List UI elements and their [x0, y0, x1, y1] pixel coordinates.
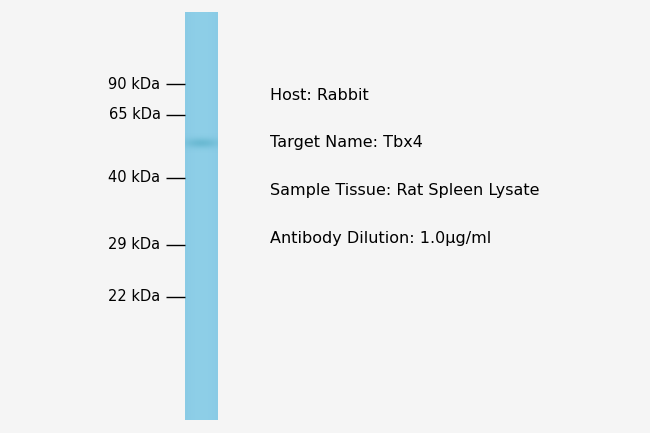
Bar	[185, 13, 218, 420]
Text: Target Name: Tbx4: Target Name: Tbx4	[270, 136, 422, 150]
Text: 22 kDa: 22 kDa	[109, 289, 161, 304]
Text: 65 kDa: 65 kDa	[109, 107, 161, 122]
Text: Host: Rabbit: Host: Rabbit	[270, 88, 369, 103]
Text: Sample Tissue: Rat Spleen Lysate: Sample Tissue: Rat Spleen Lysate	[270, 183, 540, 198]
Text: 90 kDa: 90 kDa	[109, 77, 161, 92]
Text: Antibody Dilution: 1.0µg/ml: Antibody Dilution: 1.0µg/ml	[270, 231, 491, 246]
Text: 40 kDa: 40 kDa	[109, 170, 161, 185]
Text: 29 kDa: 29 kDa	[109, 237, 161, 252]
